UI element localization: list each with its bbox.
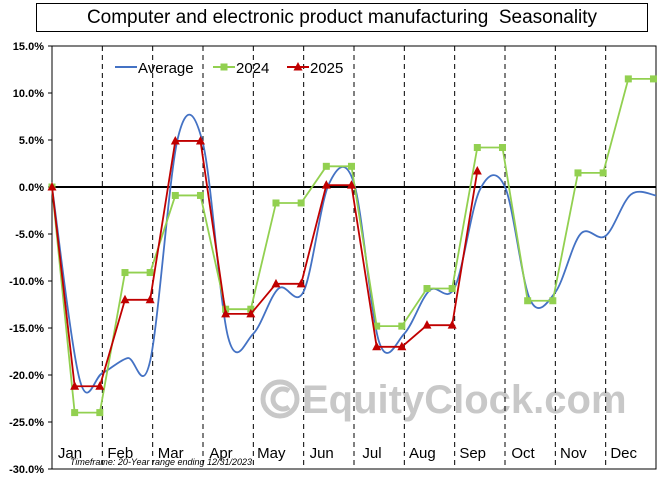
point-2024 [373, 322, 381, 330]
point-2024 [297, 199, 305, 207]
point-2025 [422, 320, 432, 329]
timeframe-footnote: Timeframe: 20-Year range ending 12/31/20… [70, 457, 252, 467]
point-2024 [171, 191, 179, 199]
point-2024 [649, 75, 657, 83]
point-2025 [321, 180, 331, 189]
x-tick-label: Jan [58, 445, 82, 462]
y-tick-label: 15.0% [13, 41, 44, 53]
point-2025 [170, 135, 180, 145]
point-2024 [448, 285, 456, 293]
point-2025 [246, 308, 256, 318]
point-2024 [96, 409, 104, 417]
x-tick-label: Mar [158, 445, 184, 462]
point-2025 [397, 341, 407, 351]
point-2025 [145, 294, 155, 304]
series-line-average [51, 114, 657, 394]
y-tick-label: 10.0% [13, 88, 44, 100]
x-tick-label: Nov [560, 445, 587, 462]
series-line-2025 [51, 140, 479, 388]
point-2025 [195, 135, 205, 145]
legend-marker-2025 [293, 62, 303, 71]
point-2024 [473, 144, 481, 152]
legend-label-2025: 2025 [310, 60, 343, 77]
point-2025 [221, 308, 231, 318]
point-2024 [498, 144, 506, 152]
axis-layer: 15.0% 10.0% 5.0% 0.0% -5.0% -10.0% -15.0% -20.0… [9, 41, 656, 476]
legend-label-average: Average [138, 60, 194, 77]
point-2025 [120, 294, 130, 304]
point-2024 [524, 297, 532, 305]
point-2024 [146, 269, 154, 277]
legend-marker-2024 [220, 63, 228, 71]
point-2024 [272, 199, 280, 207]
x-tick-label: Sep [459, 445, 486, 462]
point-2024 [71, 409, 79, 417]
point-2025 [47, 182, 57, 191]
x-tick-label: Aug [409, 445, 436, 462]
x-tick-label: Jun [310, 445, 334, 462]
chart-title: Computer and electronic product manufact… [36, 3, 648, 32]
point-2024 [423, 285, 431, 293]
y-tick-label: -5.0% [15, 229, 44, 241]
y-tick-label: -30.0% [9, 464, 44, 476]
point-2024 [347, 162, 355, 170]
copyright-icon [260, 379, 300, 419]
point-2024 [624, 75, 632, 83]
point-2025 [472, 166, 482, 175]
point-2025 [372, 341, 382, 351]
point-2024 [121, 269, 129, 277]
legend: Average 2024 2025 [115, 60, 343, 77]
point-2024 [549, 297, 557, 305]
x-tick-label: Feb [107, 445, 133, 462]
point-2025 [447, 320, 457, 329]
point-2024 [196, 191, 204, 199]
series-layer [47, 75, 657, 417]
watermark-layer: EquityClock.com [260, 378, 627, 422]
watermark-text: EquityClock.com [302, 378, 627, 422]
point-2025 [70, 381, 80, 390]
y-tick-label: -10.0% [9, 276, 44, 288]
series-line-2024 [51, 78, 654, 414]
y-tick-label: -25.0% [9, 417, 44, 429]
legend-label-2024: 2024 [236, 60, 269, 77]
x-tick-label: Dec [610, 445, 637, 462]
point-2024 [599, 169, 607, 177]
point-2024 [574, 169, 582, 177]
y-tick-label: 5.0% [19, 135, 44, 147]
point-2024 [398, 322, 406, 330]
point-2024 [322, 162, 330, 170]
y-tick-label: -15.0% [9, 323, 44, 335]
point-2025 [296, 278, 306, 288]
point-2025 [95, 381, 105, 390]
point-2025 [346, 180, 356, 189]
x-tick-label: Jul [362, 445, 381, 462]
y-tick-label: -20.0% [9, 370, 44, 382]
point-2025 [271, 278, 281, 288]
x-tick-label: Oct [511, 445, 535, 462]
y-tick-label: 0.0% [19, 182, 44, 194]
x-tick-label: May [257, 445, 286, 462]
x-tick-label: Apr [209, 445, 232, 462]
